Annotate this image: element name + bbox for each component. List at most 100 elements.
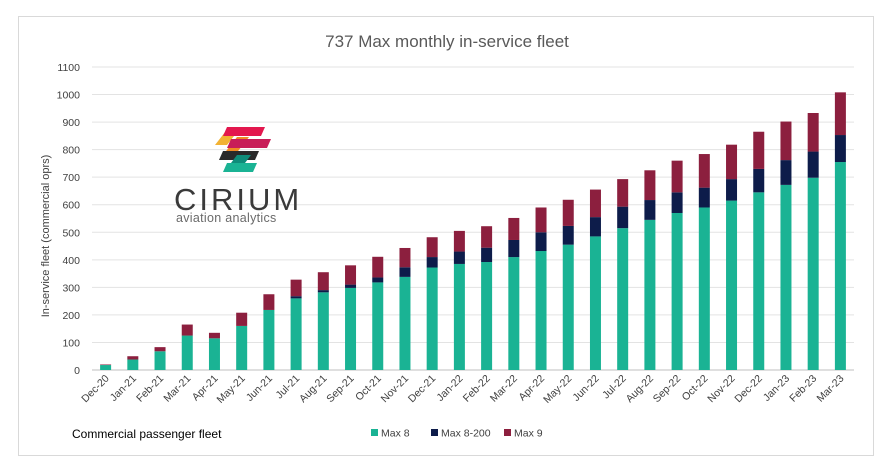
bar-max-8-aug-22: [644, 219, 656, 370]
legend-item-max-8: Max 8: [371, 428, 410, 440]
bar-max-8-200-jul-21: [290, 296, 302, 299]
x-tick-label: Aug-21: [297, 373, 330, 406]
bar-max-9-jan-21: [127, 356, 139, 360]
bar-max-8-mar-21: [181, 335, 193, 370]
bar-max-8-200-oct-21: [372, 277, 384, 283]
legend-swatch: [371, 429, 378, 436]
bar-max-8-feb-23: [807, 177, 819, 370]
bar-max-8-200-mar-22: [508, 239, 520, 258]
bar-max-9-nov-22: [726, 144, 738, 180]
legend-swatch: [431, 429, 438, 436]
bar-max-8-200-aug-22: [644, 200, 656, 220]
bar-max-9-feb-21: [154, 347, 166, 352]
x-tick-label: Mar-21: [161, 373, 193, 405]
bar-max-9-oct-22: [698, 154, 710, 188]
bar-max-8-sep-21: [345, 287, 357, 370]
bar-max-9-aug-21: [317, 272, 329, 291]
bar-max-8-jan-23: [780, 184, 792, 370]
bar-max-8-mar-23: [834, 162, 846, 370]
x-tick-label: Nov-22: [705, 373, 738, 406]
bar-max-8-dec-22: [753, 192, 765, 370]
y-tick-label: 700: [62, 172, 80, 184]
bar-max-9-sep-22: [671, 160, 683, 193]
bar-max-9-feb-22: [481, 226, 493, 248]
bar-max-8-200-aug-21: [317, 290, 329, 293]
bar-max-9-jun-22: [589, 189, 601, 218]
bar-max-9-may-21: [236, 312, 248, 326]
x-tick-label: Feb-21: [134, 373, 166, 405]
bar-max-8-jul-22: [617, 228, 629, 370]
bar-max-8-jun-22: [589, 236, 601, 370]
bar-max-9-sep-21: [345, 265, 357, 285]
x-tick-label: Jun-21: [244, 373, 275, 404]
bar-max-8-200-jul-22: [617, 206, 629, 229]
x-tick-label: Oct-22: [680, 373, 711, 404]
bar-max-8-nov-21: [399, 276, 411, 370]
bar-max-9-mar-22: [508, 217, 520, 240]
x-tick-label: Aug-22: [624, 373, 657, 406]
x-tick-label: Feb-23: [787, 373, 819, 405]
bar-max-8-200-may-22: [562, 225, 574, 245]
legend-item-max-9: Max 9: [504, 428, 543, 440]
y-tick-label: 600: [62, 200, 80, 212]
y-tick-label: 500: [62, 227, 80, 239]
legend-swatch: [504, 429, 511, 436]
bar-max-9-dec-20: [100, 364, 112, 366]
cirium-emblem-icon: [215, 127, 271, 172]
bar-max-8-jul-21: [290, 298, 302, 370]
bar-max-8-200-oct-22: [698, 187, 710, 208]
legend: Max 8 Max 8-200 Max 9: [371, 428, 543, 440]
bar-max-9-aug-22: [644, 170, 656, 201]
bar-max-8-may-22: [562, 244, 574, 370]
bar-max-8-aug-21: [317, 292, 329, 370]
y-tick-label: 0: [74, 365, 80, 377]
bar-max-9-jul-21: [290, 279, 302, 297]
bar-max-8-dec-21: [426, 267, 438, 370]
bar-max-8-feb-22: [481, 262, 493, 370]
x-tick-label: Dec-21: [406, 373, 439, 406]
bar-max-8-apr-22: [535, 251, 547, 370]
bars: [100, 92, 846, 370]
bar-max-9-jun-21: [263, 294, 275, 310]
x-tick-label: Sep-22: [651, 373, 684, 406]
legend-label: Max 9: [514, 428, 543, 440]
bar-max-8-200-dec-22: [753, 168, 765, 193]
legend-label: Max 8: [381, 428, 410, 440]
y-tick-label: 400: [62, 255, 80, 267]
bar-max-8-jun-21: [263, 309, 275, 370]
bar-max-8-200-jan-22: [453, 251, 465, 264]
x-tick-label: Oct-21: [353, 373, 384, 404]
y-tick-label: 100: [62, 337, 80, 349]
x-tick-label: Dec-22: [732, 373, 765, 406]
y-tick-label: 800: [62, 145, 80, 157]
bar-max-8-feb-21: [154, 351, 166, 370]
bar-max-8-200-jan-23: [780, 160, 792, 185]
y-axis-title: In-service fleet (commercial oprs): [40, 155, 52, 318]
bar-max-8-jan-22: [453, 263, 465, 370]
bar-max-8-nov-22: [726, 200, 738, 370]
bar-max-8-200-feb-22: [481, 247, 493, 263]
bar-max-9-jan-22: [453, 230, 465, 252]
bar-max-9-jul-22: [617, 179, 629, 207]
x-axis-ticks: Dec-20Jan-21Feb-21Mar-21Apr-21May-21Jun-…: [79, 373, 846, 406]
y-tick-label: 1100: [57, 62, 80, 74]
bar-max-8-200-mar-23: [834, 135, 846, 163]
y-tick-label: 300: [62, 282, 80, 294]
y-tick-label: 200: [62, 310, 80, 322]
x-tick-label: Jan-23: [761, 373, 792, 404]
footer-label: Commercial passenger fleet: [72, 427, 222, 441]
bar-max-8-200-nov-21: [399, 267, 411, 277]
bar-max-8-dec-20: [100, 365, 112, 370]
bar-max-8-may-21: [236, 325, 248, 370]
x-tick-label: Jan-22: [434, 373, 465, 404]
bar-max-8-200-sep-22: [671, 192, 683, 213]
bar-max-9-dec-22: [753, 131, 765, 169]
bar-max-8-mar-22: [508, 257, 520, 370]
x-tick-label: Jun-22: [570, 373, 601, 404]
bar-max-8-oct-22: [698, 207, 710, 370]
bar-max-8-sep-22: [671, 212, 683, 370]
x-tick-label: Jan-21: [108, 373, 139, 404]
y-tick-label: 1000: [57, 90, 81, 102]
legend-item-max-8-200: Max 8-200: [431, 428, 491, 440]
bar-max-9-apr-22: [535, 207, 547, 233]
